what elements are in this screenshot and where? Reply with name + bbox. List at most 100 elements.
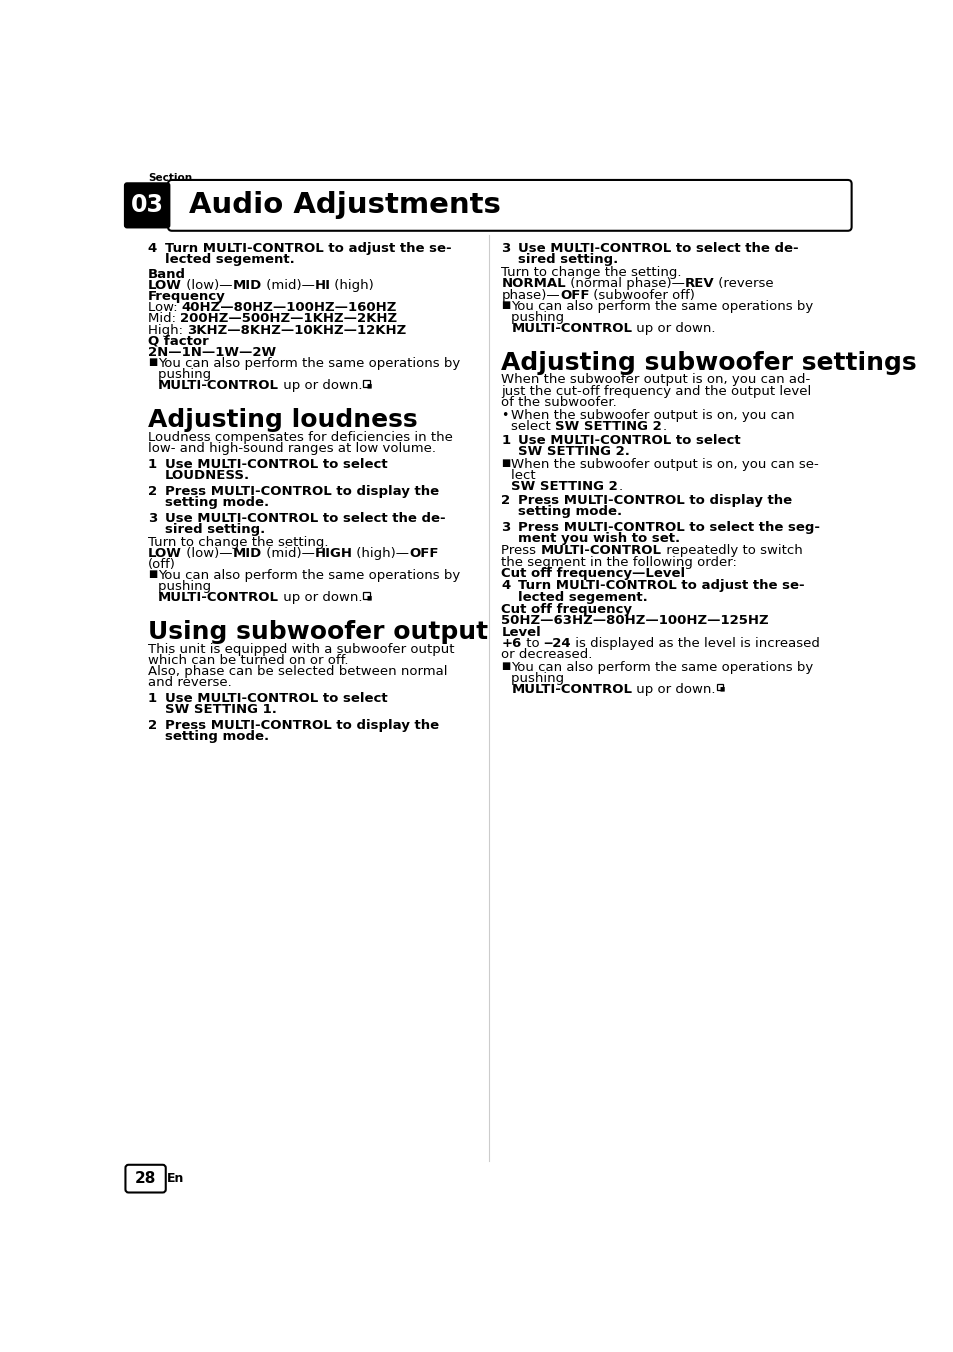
Text: 03: 03 <box>131 193 164 218</box>
Text: Loudness compensates for deficiencies in the: Loudness compensates for deficiencies in… <box>148 431 453 443</box>
FancyBboxPatch shape <box>124 183 171 228</box>
Text: 1: 1 <box>500 434 510 448</box>
Text: (high): (high) <box>330 279 374 292</box>
Text: SW SETTING 1.: SW SETTING 1. <box>165 703 276 717</box>
Text: Turn to change the setting.: Turn to change the setting. <box>500 266 681 280</box>
Text: the segment in the following order:: the segment in the following order: <box>500 556 737 569</box>
FancyBboxPatch shape <box>125 1165 166 1192</box>
Text: low- and high-sound ranges at low volume.: low- and high-sound ranges at low volume… <box>148 442 436 456</box>
Text: SW SETTING 2.: SW SETTING 2. <box>517 445 630 458</box>
Text: .: . <box>618 480 621 493</box>
Text: up or down.: up or down. <box>632 683 715 696</box>
Text: pushing: pushing <box>511 672 568 685</box>
Text: En: En <box>167 1172 185 1186</box>
Text: lect: lect <box>511 469 539 481</box>
Text: 3: 3 <box>500 521 510 534</box>
Text: LOW: LOW <box>148 546 182 560</box>
Text: ■: ■ <box>148 357 157 366</box>
Text: OFF: OFF <box>409 546 438 560</box>
Text: You can also perform the same operations by: You can also perform the same operations… <box>158 569 459 581</box>
Text: Turn to change the setting.: Turn to change the setting. <box>148 535 328 549</box>
Text: Press MULTI-CONTROL to display the: Press MULTI-CONTROL to display the <box>165 485 438 498</box>
Text: Frequency: Frequency <box>148 291 226 303</box>
Text: Press: Press <box>500 545 540 557</box>
Text: 2: 2 <box>500 493 510 507</box>
Text: 2N—1N—1W—2W: 2N—1N—1W—2W <box>148 346 275 358</box>
Text: setting mode.: setting mode. <box>517 504 622 518</box>
Text: ■: ■ <box>719 687 724 692</box>
Text: MID: MID <box>233 546 261 560</box>
Text: is displayed as the level is increased: is displayed as the level is increased <box>571 637 819 650</box>
Text: Level: Level <box>500 626 540 638</box>
Text: sired setting.: sired setting. <box>517 253 618 266</box>
Text: 40HZ—80HZ—100HZ—160HZ: 40HZ—80HZ—100HZ—160HZ <box>182 301 396 314</box>
Text: 3: 3 <box>500 242 510 256</box>
FancyBboxPatch shape <box>363 380 370 387</box>
Text: High:: High: <box>148 323 187 337</box>
Text: 50HZ—63HZ—80HZ—100HZ—125HZ: 50HZ—63HZ—80HZ—100HZ—125HZ <box>500 614 768 627</box>
Text: You can also perform the same operations by: You can also perform the same operations… <box>511 300 813 312</box>
Text: SW SETTING 2: SW SETTING 2 <box>555 420 661 434</box>
Text: Cut off frequency: Cut off frequency <box>500 603 632 617</box>
Text: MULTI-CONTROL: MULTI-CONTROL <box>158 591 278 604</box>
Text: and reverse.: and reverse. <box>148 676 232 690</box>
Text: pushing: pushing <box>511 311 568 324</box>
Text: OFF: OFF <box>559 288 589 301</box>
Text: repeatedly to switch: repeatedly to switch <box>660 545 801 557</box>
Text: This unit is equipped with a subwoofer output: This unit is equipped with a subwoofer o… <box>148 642 454 656</box>
Text: ment you wish to set.: ment you wish to set. <box>517 531 679 545</box>
Text: MID: MID <box>233 279 261 292</box>
Text: phase)—: phase)— <box>500 288 559 301</box>
Text: (reverse: (reverse <box>714 277 773 291</box>
Text: SW SETTING 2: SW SETTING 2 <box>511 480 618 493</box>
Text: pushing: pushing <box>158 580 215 594</box>
Text: MULTI-CONTROL: MULTI-CONTROL <box>540 545 660 557</box>
Text: .: . <box>661 420 665 434</box>
Text: up or down.: up or down. <box>632 322 715 335</box>
Text: 2: 2 <box>148 485 157 498</box>
Text: Use MULTI-CONTROL to select: Use MULTI-CONTROL to select <box>517 434 740 448</box>
Text: Turn MULTI-CONTROL to adjust the se-: Turn MULTI-CONTROL to adjust the se- <box>517 580 804 592</box>
Text: Q factor: Q factor <box>148 335 209 347</box>
Text: MULTI-CONTROL: MULTI-CONTROL <box>511 683 632 696</box>
Text: •: • <box>500 410 508 422</box>
Text: You can also perform the same operations by: You can also perform the same operations… <box>511 661 813 673</box>
Text: lected segement.: lected segement. <box>165 253 294 266</box>
Text: select: select <box>511 420 555 434</box>
Text: LOW: LOW <box>148 279 182 292</box>
Text: Mid:: Mid: <box>148 312 180 326</box>
Text: setting mode.: setting mode. <box>165 730 269 744</box>
Text: (subwoofer off): (subwoofer off) <box>589 288 695 301</box>
Text: which can be turned on or off.: which can be turned on or off. <box>148 654 348 667</box>
Text: Press MULTI-CONTROL to select the seg-: Press MULTI-CONTROL to select the seg- <box>517 521 820 534</box>
Text: Adjusting loudness: Adjusting loudness <box>148 408 417 433</box>
Text: When the subwoofer output is on, you can se-: When the subwoofer output is on, you can… <box>511 458 819 470</box>
Text: Band: Band <box>148 268 186 281</box>
Text: 28: 28 <box>134 1171 156 1186</box>
Text: Use MULTI-CONTROL to select: Use MULTI-CONTROL to select <box>165 458 387 470</box>
Text: ■: ■ <box>366 383 371 388</box>
Text: 1: 1 <box>148 458 157 470</box>
Text: ‒24: ‒24 <box>543 637 571 650</box>
Text: +6: +6 <box>500 637 521 650</box>
Text: (normal phase)—: (normal phase)— <box>565 277 684 291</box>
Text: (low)—: (low)— <box>182 279 233 292</box>
Text: lected segement.: lected segement. <box>517 591 647 603</box>
FancyBboxPatch shape <box>168 180 851 231</box>
Text: MULTI-CONTROL: MULTI-CONTROL <box>158 380 278 392</box>
Text: Using subwoofer output: Using subwoofer output <box>148 621 488 645</box>
FancyBboxPatch shape <box>363 592 370 599</box>
Text: Use MULTI-CONTROL to select the de-: Use MULTI-CONTROL to select the de- <box>165 511 445 525</box>
Text: just the cut-off frequency and the output level: just the cut-off frequency and the outpu… <box>500 384 811 397</box>
Text: sired setting.: sired setting. <box>165 523 265 535</box>
Text: HI: HI <box>314 279 330 292</box>
Text: Turn MULTI-CONTROL to adjust the se-: Turn MULTI-CONTROL to adjust the se- <box>165 242 451 256</box>
Text: Low:: Low: <box>148 301 182 314</box>
Text: MULTI-CONTROL: MULTI-CONTROL <box>511 322 632 335</box>
Text: 200HZ—500HZ—1KHZ—2KHZ: 200HZ—500HZ—1KHZ—2KHZ <box>180 312 396 326</box>
Text: 4: 4 <box>148 242 157 256</box>
Text: When the subwoofer output is on, you can: When the subwoofer output is on, you can <box>511 410 794 422</box>
Text: up or down.: up or down. <box>278 591 362 604</box>
Text: Adjusting subwoofer settings: Adjusting subwoofer settings <box>500 352 916 375</box>
Text: ■: ■ <box>500 661 510 671</box>
